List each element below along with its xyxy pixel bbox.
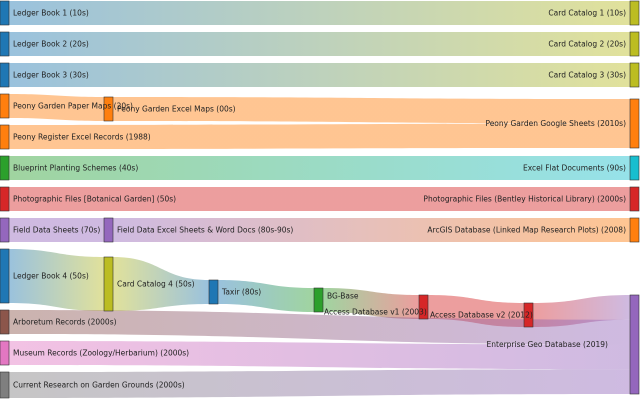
label-tax: Taxir (80s) (221, 288, 261, 297)
node-lb1 (0, 0, 10, 26)
link-fdex-to-arcg (113, 218, 630, 242)
node-pgem (103, 96, 114, 122)
label-prer: Peony Register Excel Records (1988) (13, 133, 151, 142)
link-pfbg-to-pfbh (9, 187, 630, 211)
node-arcg (629, 217, 640, 243)
sankey-labels: Ledger Book 1 (10s) Ledger Book 2 (20s) Le… (13, 9, 626, 390)
label-lb3: Ledger Book 3 (30s) (13, 71, 89, 80)
node-bps (0, 155, 10, 181)
label-lb1: Ledger Book 1 (10s) (13, 9, 89, 18)
link-mus-to-egd (9, 341, 630, 370)
node-pfbh (629, 186, 640, 212)
node-pgpm (0, 93, 10, 119)
link-cc4-to-tax (113, 257, 209, 311)
node-bgb (313, 287, 324, 313)
sankey-links (9, 1, 630, 398)
node-cc4 (103, 256, 114, 312)
node-fds (0, 217, 10, 243)
node-cur (0, 371, 10, 399)
label-cur: Current Research on Garden Grounds (2000… (13, 381, 185, 390)
label-arb: Arboretum Records (2000s) (13, 318, 117, 327)
label-cc1: Card Catalog 1 (10s) (548, 9, 626, 18)
label-pgpm: Peony Garden Paper Maps (20s) (13, 102, 133, 111)
label-bgb: BG-Base (327, 292, 359, 301)
link-fds-to-fdex (9, 218, 104, 242)
label-mus: Museum Records (Zoology/Herbarium) (2000… (13, 349, 189, 358)
link-prer-to-pggs (9, 123, 630, 149)
label-pfbh: Photographic Files (Bentley Historical L… (423, 195, 626, 204)
node-tax (208, 279, 219, 305)
label-fdex: Field Data Excel Sheets & Word Docs (80s… (117, 226, 293, 235)
node-cc1 (629, 0, 640, 26)
link-pgpm-to-pgem (9, 94, 104, 121)
label-egd: Enterprise Geo Database (2019) (487, 340, 609, 349)
link-ad2-to-egd (533, 295, 630, 327)
node-arb (0, 309, 10, 335)
node-cc2 (629, 31, 640, 57)
label-efd: Excel Flat Documents (90s) (523, 164, 626, 173)
node-efd (629, 155, 640, 181)
link-lb4-to-cc4 (9, 249, 104, 311)
link-arb-to-egd (9, 310, 630, 345)
link-tax-to-bgb (218, 280, 314, 312)
node-lb4 (0, 248, 10, 304)
node-fdex (103, 217, 114, 243)
label-pgem: Peony Garden Excel Maps (00s) (117, 105, 236, 114)
node-egd (629, 294, 640, 395)
node-cc3 (629, 62, 640, 88)
link-bps-to-efd (9, 156, 630, 180)
link-cur-to-egd (9, 369, 630, 398)
node-ad1 (418, 294, 429, 320)
link-lb3-to-cc3 (9, 63, 630, 87)
label-fds: Field Data Sheets (70s) (13, 226, 100, 235)
label-cc3: Card Catalog 3 (30s) (548, 71, 626, 80)
label-cc2: Card Catalog 2 (20s) (548, 40, 626, 49)
node-lb3 (0, 62, 10, 88)
link-lb1-to-cc1 (9, 1, 630, 25)
label-pfbg: Photographic Files [Botanical Garden] (5… (13, 195, 176, 204)
node-pfbg (0, 186, 10, 212)
node-pggs (629, 98, 640, 149)
label-arcg: ArcGIS Database (Linked Map Research Plo… (427, 226, 626, 235)
label-lb4: Ledger Book 4 (50s) (13, 272, 89, 281)
link-lb2-to-cc2 (9, 32, 630, 56)
node-lb2 (0, 31, 10, 57)
label-pggs: Peony Garden Google Sheets (2010s) (485, 119, 626, 128)
label-cc4: Card Catalog 4 (50s) (117, 280, 195, 289)
label-lb2: Ledger Book 2 (20s) (13, 40, 89, 49)
link-bgb-to-ad1 (323, 288, 419, 319)
link-pgem-to-pggs (113, 97, 630, 124)
label-ad2: Access Database v2 (2012) (430, 311, 533, 320)
label-ad1: Access Database v1 (2003) (324, 308, 427, 317)
node-mus (0, 340, 10, 366)
node-prer (0, 124, 10, 150)
node-ad2 (523, 302, 534, 328)
label-bps: Blueprint Planting Schemes (40s) (13, 164, 138, 173)
